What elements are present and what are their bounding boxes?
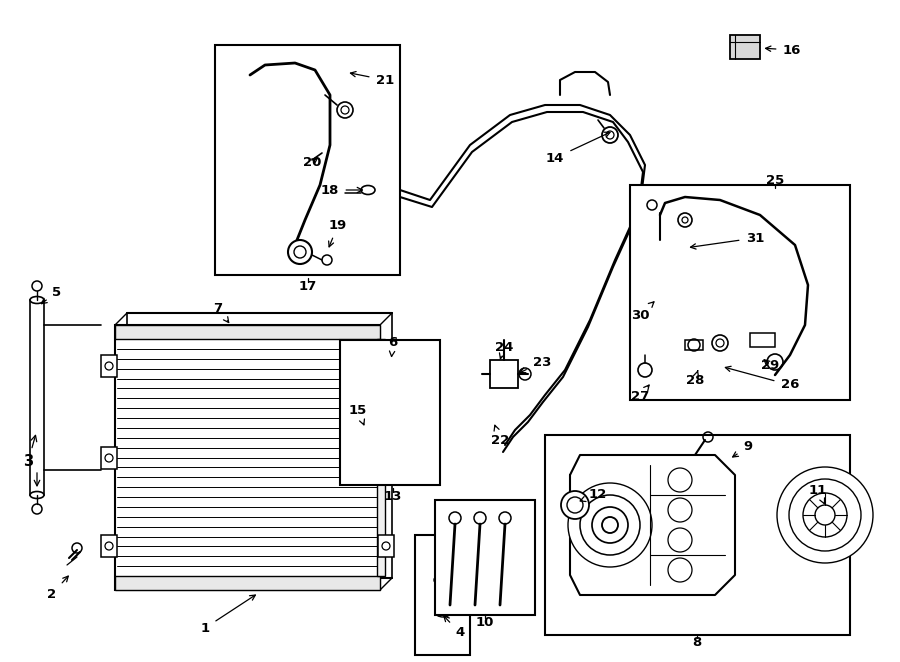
Text: 5: 5 bbox=[41, 285, 61, 304]
Bar bbox=[750, 333, 775, 347]
Text: 28: 28 bbox=[686, 371, 704, 387]
Bar bbox=[115, 325, 380, 590]
Text: 24: 24 bbox=[495, 340, 513, 359]
Text: 10: 10 bbox=[476, 616, 494, 630]
Circle shape bbox=[288, 240, 312, 264]
Circle shape bbox=[474, 512, 486, 524]
Bar bbox=[115, 576, 380, 590]
Circle shape bbox=[815, 505, 835, 525]
Circle shape bbox=[668, 498, 692, 522]
Circle shape bbox=[803, 493, 847, 537]
Bar bbox=[378, 535, 394, 557]
Circle shape bbox=[789, 479, 861, 551]
Text: 2: 2 bbox=[48, 576, 68, 600]
Text: 12: 12 bbox=[580, 487, 608, 502]
Text: 16: 16 bbox=[766, 44, 801, 56]
Circle shape bbox=[568, 483, 652, 567]
Text: 26: 26 bbox=[725, 366, 799, 391]
Text: 20: 20 bbox=[302, 156, 321, 169]
Bar bbox=[545, 435, 850, 635]
Bar bbox=[215, 45, 400, 275]
Bar bbox=[378, 355, 394, 377]
Ellipse shape bbox=[30, 491, 44, 498]
Circle shape bbox=[668, 468, 692, 492]
Text: 29: 29 bbox=[760, 359, 779, 371]
Bar bbox=[685, 340, 703, 350]
Circle shape bbox=[366, 426, 384, 444]
Text: 14: 14 bbox=[545, 132, 610, 164]
Text: 21: 21 bbox=[350, 71, 394, 87]
Circle shape bbox=[602, 517, 618, 533]
Ellipse shape bbox=[385, 469, 397, 485]
Circle shape bbox=[668, 558, 692, 582]
Text: 17: 17 bbox=[299, 279, 317, 293]
Bar bbox=[730, 35, 760, 59]
Text: 30: 30 bbox=[631, 302, 654, 322]
Bar bbox=[385, 340, 397, 485]
Text: 13: 13 bbox=[383, 489, 402, 502]
Text: 22: 22 bbox=[491, 425, 509, 446]
Bar bbox=[490, 360, 518, 388]
Bar bbox=[340, 340, 440, 485]
Bar bbox=[30, 300, 44, 495]
Bar bbox=[435, 500, 535, 615]
Circle shape bbox=[580, 495, 640, 555]
Text: 18: 18 bbox=[320, 183, 363, 197]
Circle shape bbox=[777, 467, 873, 563]
Text: 4: 4 bbox=[444, 616, 464, 639]
Text: 1: 1 bbox=[201, 595, 256, 634]
Circle shape bbox=[561, 491, 589, 519]
Text: 9: 9 bbox=[733, 440, 752, 457]
Bar bbox=[101, 447, 117, 469]
Text: 25: 25 bbox=[766, 173, 784, 187]
Ellipse shape bbox=[385, 340, 397, 356]
Text: 23: 23 bbox=[520, 355, 551, 373]
Text: 3: 3 bbox=[22, 436, 37, 469]
Ellipse shape bbox=[30, 297, 44, 303]
Text: 7: 7 bbox=[213, 301, 229, 322]
Bar bbox=[127, 313, 392, 578]
Circle shape bbox=[499, 512, 511, 524]
Text: 31: 31 bbox=[690, 232, 764, 249]
Bar bbox=[415, 535, 470, 655]
Text: 6: 6 bbox=[389, 336, 398, 356]
Text: 27: 27 bbox=[631, 385, 649, 402]
Bar bbox=[377, 339, 385, 576]
Bar bbox=[630, 185, 850, 400]
Circle shape bbox=[592, 507, 628, 543]
Bar bbox=[101, 535, 117, 557]
Text: 8: 8 bbox=[692, 636, 702, 649]
Text: 11: 11 bbox=[809, 483, 827, 504]
Circle shape bbox=[668, 528, 692, 552]
Circle shape bbox=[449, 512, 461, 524]
Text: 15: 15 bbox=[349, 404, 367, 425]
Bar bbox=[115, 325, 380, 339]
Text: 19: 19 bbox=[328, 218, 347, 247]
Bar bbox=[101, 355, 117, 377]
